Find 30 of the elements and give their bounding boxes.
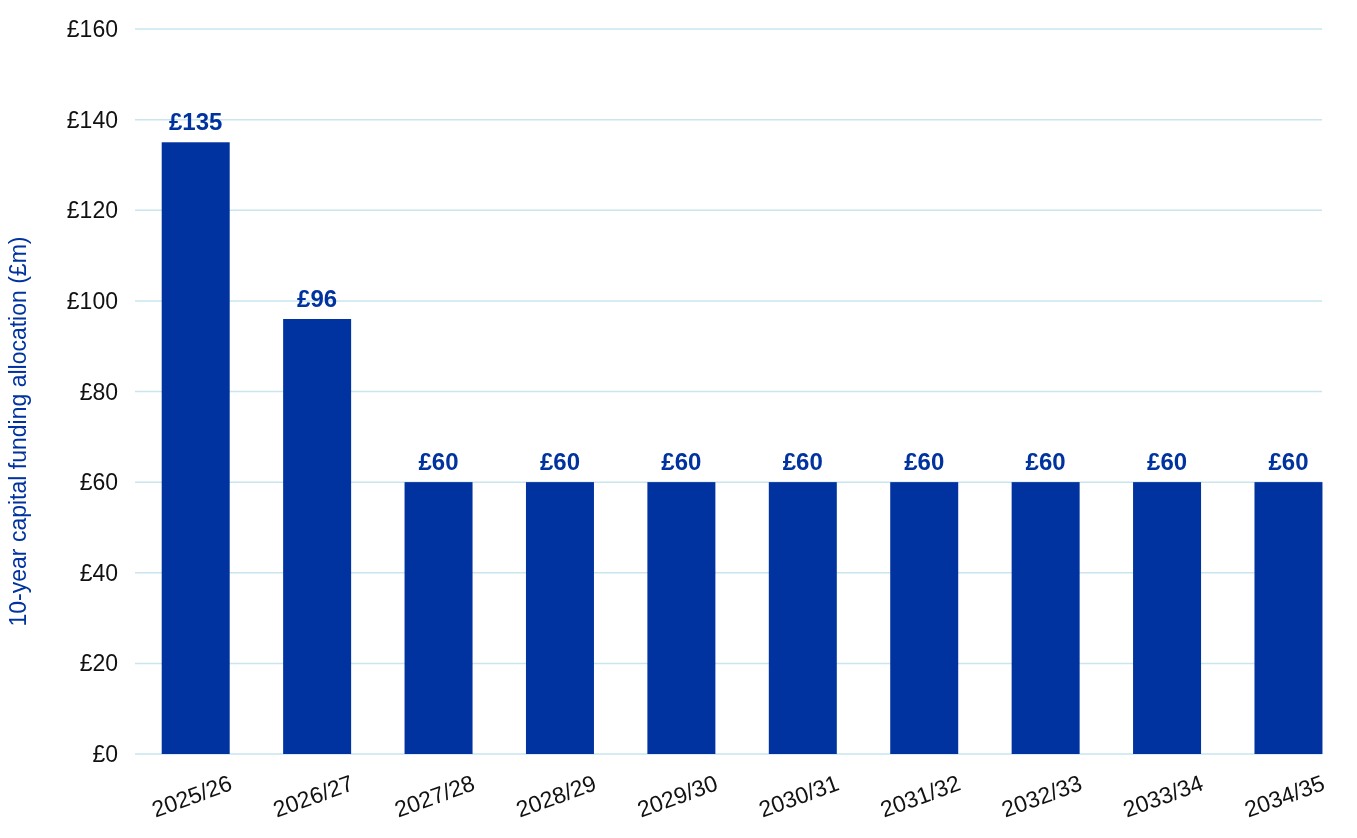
bar [890, 482, 959, 754]
y-tick-label: £140 [66, 106, 118, 133]
data-label: £60 [661, 448, 702, 476]
y-tick-label: £60 [79, 469, 118, 496]
bar [1254, 482, 1323, 754]
bar [768, 482, 837, 754]
y-tick-label: £80 [79, 378, 118, 405]
data-label: £60 [782, 448, 823, 476]
y-tick-label: £40 [79, 559, 118, 586]
bar [1133, 482, 1202, 754]
bar [1011, 482, 1080, 754]
data-label: £135 [169, 108, 223, 136]
data-label: £60 [1268, 448, 1309, 476]
bar [404, 482, 473, 754]
bar [161, 142, 230, 754]
data-label: £96 [297, 285, 338, 312]
bar [525, 482, 594, 754]
data-label: £60 [418, 448, 459, 476]
y-tick-label: £20 [79, 650, 118, 677]
y-axis-title: 10-year capital funding allocation (£m) [5, 236, 31, 627]
data-label: £60 [1025, 448, 1066, 476]
y-tick-label: £120 [66, 197, 118, 224]
bar [283, 319, 352, 754]
y-tick-label: £160 [66, 16, 118, 43]
data-label: £60 [1147, 448, 1188, 476]
bar [647, 482, 716, 754]
y-tick-label: £0 [92, 741, 118, 768]
data-label: £60 [539, 448, 580, 476]
y-tick-label: £100 [66, 287, 118, 314]
data-label: £60 [904, 448, 945, 476]
